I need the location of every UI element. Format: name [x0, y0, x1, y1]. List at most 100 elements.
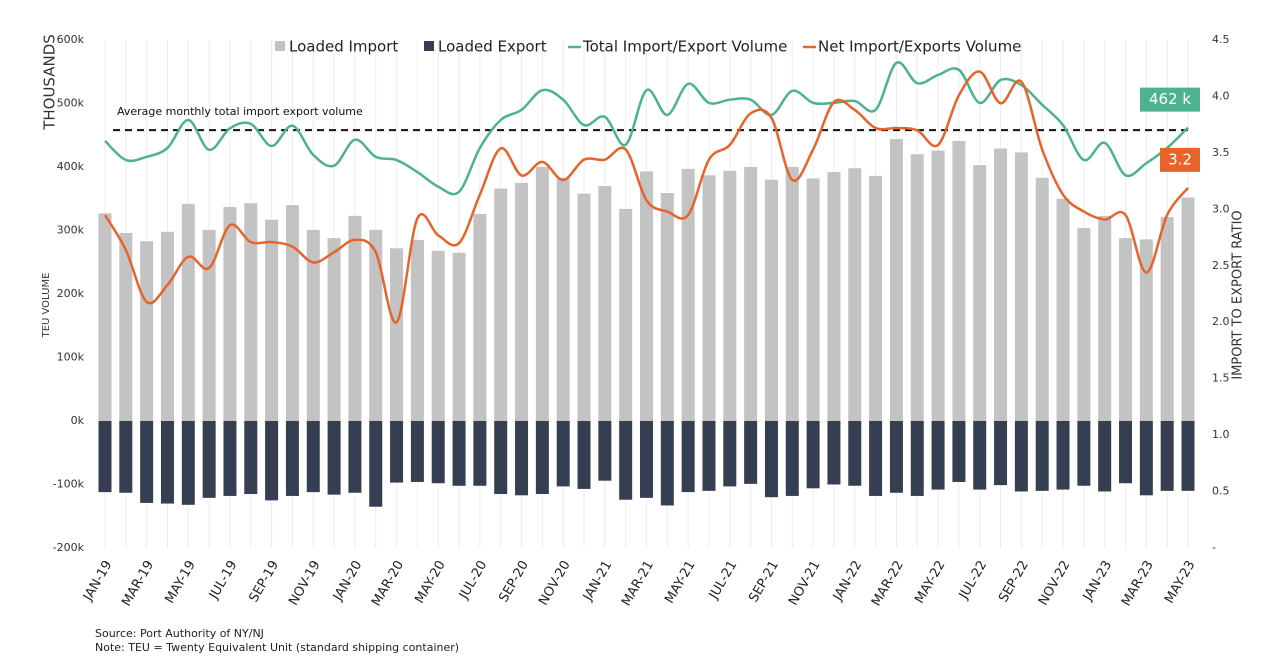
- bar: [119, 421, 133, 493]
- y2-tick-label: 2.5: [1212, 259, 1230, 272]
- x-tick-label: MAR-22: [869, 558, 907, 609]
- bar: [306, 229, 320, 421]
- bar: [806, 421, 820, 489]
- x-tick-label: JUL-20: [456, 558, 490, 602]
- bar: [244, 203, 258, 421]
- bar: [577, 421, 591, 489]
- x-tick-label: JAN-20: [330, 558, 365, 604]
- bar: [681, 168, 695, 421]
- bar: [327, 238, 341, 421]
- bar: [889, 139, 903, 421]
- x-tick-label: MAY-23: [1162, 558, 1198, 606]
- x-tick-label: JUL-21: [706, 558, 740, 602]
- legend-swatch: [424, 41, 434, 51]
- bar: [827, 172, 841, 421]
- x-tick-label: SEP-19: [246, 558, 282, 605]
- bar: [1077, 421, 1091, 486]
- bar: [494, 188, 508, 421]
- bar: [285, 421, 299, 496]
- y-tick-label: 0k: [71, 414, 85, 427]
- x-tick-label: MAR-19: [119, 558, 157, 609]
- bar: [1139, 239, 1153, 421]
- legend-label: Total Import/Export Volume: [582, 38, 787, 56]
- y2-tick-label: 2.0: [1212, 315, 1230, 328]
- bar: [660, 193, 674, 421]
- x-tick-label: NOV-22: [1036, 558, 1074, 608]
- y-tick-label: -200k: [53, 541, 85, 554]
- bar: [410, 421, 424, 482]
- bar: [327, 421, 341, 495]
- bar: [119, 233, 133, 421]
- bar: [723, 170, 737, 421]
- bar: [369, 229, 383, 421]
- bar: [535, 167, 549, 421]
- bar: [702, 421, 716, 491]
- bar: [160, 231, 174, 421]
- bar: [640, 171, 653, 421]
- y-axis-unit: THOUSANDS: [41, 34, 59, 131]
- reference-label: Average monthly total import export volu…: [117, 105, 363, 118]
- bar: [994, 148, 1008, 421]
- x-tick-label: JAN-23: [1080, 558, 1115, 604]
- y2-tick-label: -: [1212, 541, 1216, 554]
- y-tick-label: 600k: [57, 33, 85, 46]
- bar: [452, 252, 466, 421]
- bar: [744, 421, 758, 484]
- y-tick-label: 500k: [57, 97, 85, 110]
- bar: [556, 421, 570, 487]
- legend-swatch: [275, 41, 285, 51]
- x-tick-label: JAN-22: [830, 558, 865, 604]
- bar: [952, 140, 966, 421]
- bar: [410, 240, 424, 421]
- bar: [390, 421, 404, 483]
- bar: [869, 175, 883, 421]
- x-tick-label: MAY-20: [412, 558, 448, 606]
- value-label: 462 k: [1149, 90, 1191, 108]
- bar: [515, 182, 529, 421]
- bar: [1098, 421, 1112, 492]
- bar: [181, 203, 195, 421]
- bar: [1035, 177, 1049, 421]
- y-tick-label: 200k: [57, 287, 85, 300]
- x-tick-label: MAR-20: [369, 558, 407, 609]
- bar: [723, 421, 737, 487]
- bar: [556, 177, 570, 421]
- y2-tick-label: 4.5: [1212, 33, 1230, 46]
- bar: [827, 421, 841, 485]
- legend-label: Net Import/Exports Volume: [818, 38, 1021, 56]
- x-tick-label: JAN-21: [580, 558, 615, 604]
- bar: [785, 421, 799, 496]
- x-tick-label: MAY-22: [912, 558, 948, 606]
- bar: [869, 421, 883, 496]
- bar: [431, 421, 445, 484]
- y2-tick-label: 3.0: [1212, 202, 1230, 215]
- bar: [515, 421, 529, 496]
- note: Note: TEU = Twenty Equivalent Unit (stan…: [95, 641, 459, 654]
- bar: [452, 421, 466, 486]
- bar: [223, 421, 237, 496]
- bar: [1139, 421, 1153, 496]
- bar: [98, 213, 112, 421]
- bar: [764, 421, 778, 498]
- y-tick-label: 300k: [57, 224, 85, 237]
- y2-tick-label: 3.5: [1212, 146, 1230, 159]
- bar: [348, 215, 362, 421]
- x-tick-label: JAN-19: [80, 558, 115, 604]
- bar: [744, 167, 758, 421]
- bar: [764, 179, 778, 421]
- bar: [702, 175, 716, 421]
- bar: [973, 421, 987, 490]
- x-tick-label: SEP-20: [496, 558, 532, 605]
- bar: [598, 186, 612, 421]
- bar: [306, 421, 320, 493]
- y2-tick-label: 4.0: [1212, 89, 1230, 102]
- bar: [785, 167, 799, 421]
- bar: [535, 421, 549, 495]
- bar: [265, 421, 279, 501]
- bar: [1181, 421, 1195, 491]
- x-tick-label: MAY-19: [162, 558, 198, 606]
- value-label-box: [1140, 87, 1200, 112]
- bar: [681, 421, 695, 493]
- x-tick-label: MAR-23: [1119, 558, 1157, 609]
- bar: [1056, 198, 1070, 421]
